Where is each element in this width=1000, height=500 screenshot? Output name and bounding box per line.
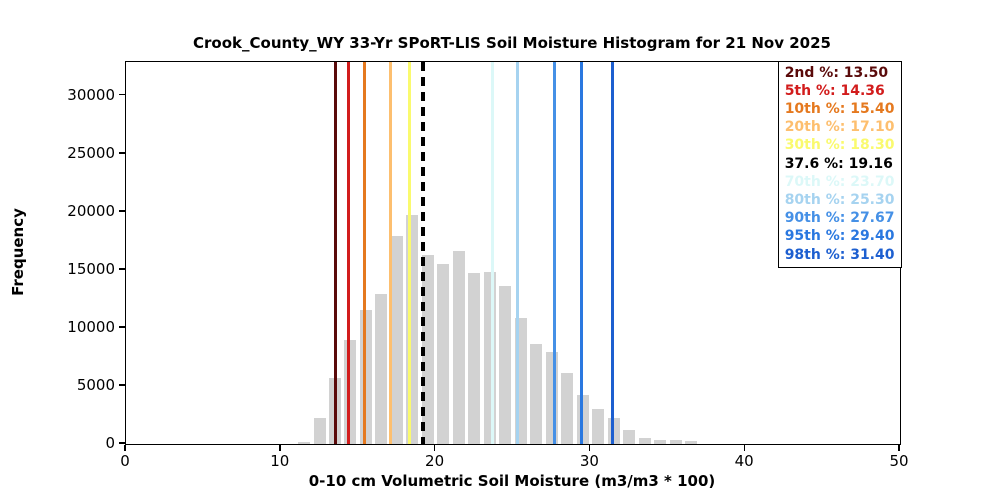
y-tick-mark xyxy=(119,210,125,212)
x-tick-label: 40 xyxy=(734,452,754,470)
y-tick-label: 25000 xyxy=(67,143,115,162)
histogram-bar xyxy=(359,309,372,444)
x-tick-mark xyxy=(588,444,591,451)
legend-row: 10th %: 15.40 xyxy=(784,100,895,117)
y-tick-label: 30000 xyxy=(67,85,115,104)
x-tick-mark xyxy=(743,444,745,451)
histogram-bar xyxy=(313,417,326,444)
histogram-bar xyxy=(530,344,543,444)
histogram-bar xyxy=(576,395,589,444)
x-tick-mark xyxy=(898,444,900,451)
histogram-bar xyxy=(623,430,636,444)
legend-row: 5th %: 14.36 xyxy=(784,82,885,99)
legend-row: 90th %: 27.67 xyxy=(784,210,895,227)
histogram-bar xyxy=(452,251,465,444)
histogram-bar xyxy=(468,272,481,444)
legend-row: 2nd %: 13.50 xyxy=(784,64,889,81)
y-tick-mark xyxy=(119,384,125,386)
histogram-bar xyxy=(607,417,620,444)
histogram-bar xyxy=(592,408,605,444)
histogram-bar xyxy=(654,439,667,444)
histogram-bar xyxy=(545,351,558,444)
percentile-line-90 xyxy=(552,62,556,444)
y-axis-label: Frequency xyxy=(9,208,27,296)
legend-row: 20th %: 17.10 xyxy=(784,119,895,136)
y-tick-mark xyxy=(119,268,125,270)
x-tick-label: 0 xyxy=(120,452,130,470)
legend-row: 80th %: 25.30 xyxy=(784,191,895,208)
y-tick-mark xyxy=(119,152,125,154)
y-tick-label: 0 xyxy=(105,434,115,452)
legend-row: 95th %: 29.40 xyxy=(784,228,895,245)
y-tick-label: 20000 xyxy=(67,201,115,220)
y-tick-label: 10000 xyxy=(67,317,115,336)
y-tick-mark xyxy=(119,93,125,96)
x-tick-mark xyxy=(433,444,436,451)
percentile-line-2 xyxy=(333,62,337,444)
x-tick-label: 30 xyxy=(579,452,599,470)
x-tick-mark xyxy=(124,444,126,451)
percentile-line-30 xyxy=(407,62,411,444)
y-tick-mark xyxy=(119,442,125,444)
percentile-line-20 xyxy=(389,62,393,444)
legend-row: 37.6 %: 19.16 xyxy=(784,155,893,172)
x-tick-label: 50 xyxy=(889,452,909,470)
x-axis-label: 0-10 cm Volumetric Soil Moisture (m3/m3 … xyxy=(308,472,716,490)
legend-row: 70th %: 23.70 xyxy=(784,173,895,190)
percentile-line-70 xyxy=(491,62,495,444)
x-tick-mark xyxy=(279,444,281,451)
histogram-bar xyxy=(375,294,388,444)
y-tick-mark xyxy=(119,326,125,328)
y-tick-label: 15000 xyxy=(67,259,115,278)
plot-area: 2nd %: 13.50 5th %: 14.36 10th %: 15.40 20t… xyxy=(125,60,902,445)
legend-row: 30th %: 18.30 xyxy=(784,137,895,154)
histogram-bar xyxy=(499,285,512,444)
y-tick-label: 5000 xyxy=(76,375,115,394)
legend-row: 98th %: 31.40 xyxy=(784,246,895,263)
percentile-line-80 xyxy=(516,62,520,444)
histogram-bar xyxy=(437,264,450,444)
chart-title: Crook_County_WY 33-Yr SPoRT-LIS Soil Moi… xyxy=(193,34,831,52)
histogram-bar xyxy=(669,440,682,444)
percentile-line-5 xyxy=(346,62,350,444)
histogram-bar xyxy=(685,441,698,444)
x-tick-label: 20 xyxy=(425,452,445,470)
percentile-line-10 xyxy=(362,62,366,444)
percentile-line-37.6 xyxy=(420,62,425,444)
percentile-legend: 2nd %: 13.50 5th %: 14.36 10th %: 15.40 20t… xyxy=(777,60,902,268)
percentile-line-98 xyxy=(610,62,614,444)
histogram-bar xyxy=(561,372,574,444)
x-tick-label: 10 xyxy=(270,452,290,470)
histogram-bar xyxy=(390,235,403,444)
histogram-bar xyxy=(638,437,651,444)
histogram-bar xyxy=(298,442,311,444)
histogram-bar xyxy=(421,254,434,444)
percentile-line-95 xyxy=(579,62,583,444)
